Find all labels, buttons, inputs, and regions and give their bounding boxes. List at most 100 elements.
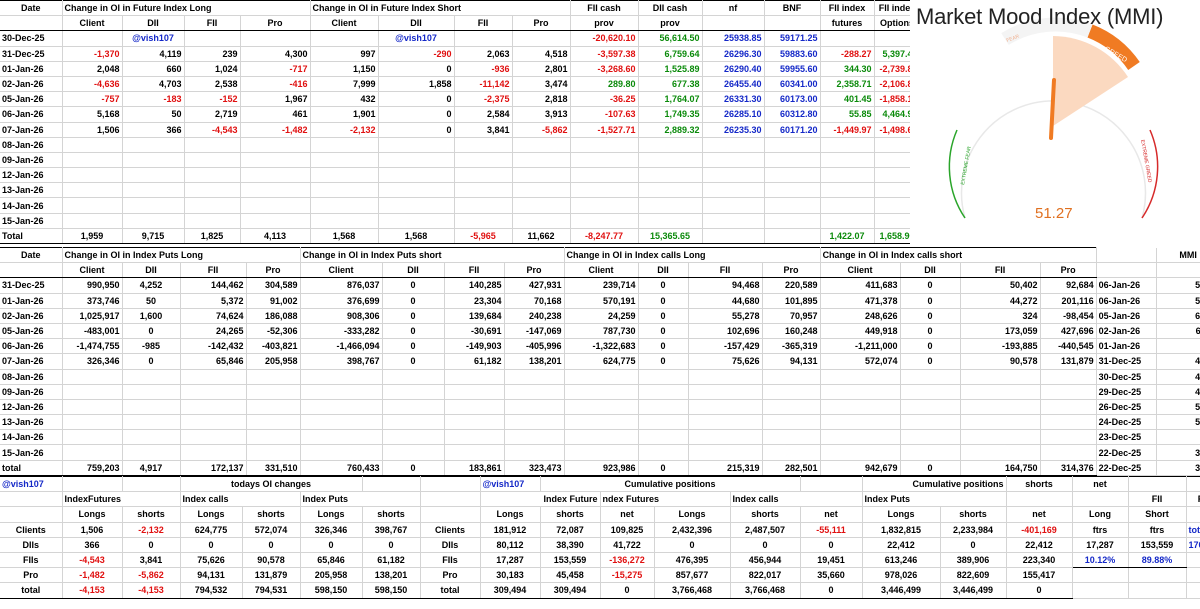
puts-long-header: Change in OI in Index Puts Long (61, 246, 301, 264)
value-cell (819, 444, 901, 461)
value-cell (240, 213, 311, 229)
value-cell (382, 384, 445, 400)
group-index-calls-2: Index calls (729, 491, 863, 508)
value-cell (764, 137, 821, 153)
row-label: DIIs (419, 537, 481, 553)
value-cell (180, 429, 247, 446)
value-cell: 309,494 (480, 582, 541, 599)
value-cell: 70,957 (762, 308, 821, 324)
value-cell: 17,287 (480, 552, 541, 569)
top-total-row: Total 1,959 9,715 1,825 4,113 1,568 1,568 -5,96… (0, 227, 921, 245)
value-cell: 366 (122, 122, 185, 138)
value-cell: 70,168 (504, 293, 565, 309)
mmi-title: Market Mood Index (MMI) (916, 4, 1164, 29)
future-long-header: Change in OI in Future Index Long (61, 0, 311, 17)
value-cell: 598,150 (362, 582, 421, 599)
value-cell: -288.27 (819, 46, 875, 62)
value-cell (638, 444, 689, 461)
value-cell (764, 182, 821, 199)
value-cell: 660 (122, 61, 185, 77)
top-row: 09-Jan-26 (0, 152, 921, 169)
value-cell: 0 (638, 323, 689, 340)
value-cell (569, 152, 639, 169)
total-label: Total (0, 227, 63, 245)
value-cell: 23,304 (444, 293, 505, 309)
extreme-greed-arc (1141, 129, 1159, 219)
value-cell: 92,684 (1040, 277, 1097, 294)
net-label: net (1072, 475, 1129, 493)
total-cell (701, 227, 765, 245)
value-cell: 822,017 (730, 567, 801, 584)
value-cell: -1,474,755 (61, 338, 123, 355)
total-cell: 1,422.07 (819, 227, 875, 245)
value-cell (378, 137, 455, 153)
value-cell: 398,767 (299, 353, 383, 370)
options-oi-table: Date Change in OI in Index Puts Long Cha… (0, 246, 1200, 476)
value-cell (122, 369, 181, 385)
value-cell (960, 384, 1041, 400)
value-cell (246, 384, 301, 400)
value-cell: 822,609 (940, 567, 1007, 584)
date-cell: 07-Jan-26 (0, 122, 63, 138)
value-cell (900, 429, 961, 446)
value-cell: 572,074 (242, 522, 301, 538)
value-cell: 55.85 (819, 106, 875, 123)
value-cell: -365,319 (762, 338, 821, 355)
value-cell: 80,112 (480, 537, 541, 553)
date-cell: 14-Jan-26 (0, 429, 63, 446)
cumulative-title: Cumulative positions (540, 475, 801, 493)
value-cell: -147,069 (504, 323, 565, 340)
value-cell: -4,543 (61, 552, 123, 569)
column-header: Pro (762, 262, 821, 279)
total-cell: 314,376 (1040, 459, 1097, 476)
value-cell: -107.63 (569, 106, 639, 123)
extreme-greed-label: EXTREME GREED (1139, 139, 1153, 183)
value-cell: 366 (61, 537, 123, 553)
date-cell: 02-Jan-26 (0, 76, 63, 93)
value-cell (900, 384, 961, 400)
mmi-value-cell: 38.71 (1156, 460, 1200, 476)
value-cell: 1,832,815 (861, 522, 941, 538)
row-label: DIIs (0, 537, 63, 553)
value-cell (900, 444, 961, 461)
date-cell: 09-Jan-26 (0, 152, 63, 169)
value-cell: 173,059 (960, 323, 1041, 340)
value-cell (180, 369, 247, 385)
value-cell (512, 213, 571, 229)
total-label: total (0, 459, 63, 476)
value-cell (454, 30, 513, 47)
value-cell: -440,545 (1040, 338, 1097, 355)
value-cell: 3,474 (512, 76, 571, 93)
value-cell (299, 429, 383, 446)
value-cell: 624,775 (179, 522, 243, 538)
value-cell: -20,620.10 (569, 30, 639, 47)
value-cell: 131,879 (1040, 353, 1097, 370)
mmi-date-cell: 01-Jan-26 (1095, 338, 1157, 355)
value-cell: 0 (1006, 582, 1073, 599)
value-cell: 91,002 (246, 293, 301, 309)
value-cell (299, 384, 383, 400)
sub-header: shorts (242, 506, 301, 523)
column-header: Pro (1040, 262, 1097, 279)
value-cell (382, 369, 445, 385)
value-cell: -1,211,000 (819, 338, 901, 355)
mmi-header: MMI (1156, 247, 1200, 264)
value-cell: 4,518 (512, 46, 571, 62)
value-cell: -1,482 (61, 567, 123, 584)
fii-total-value: 170,846 (1186, 537, 1200, 553)
value-cell (1040, 444, 1097, 461)
greed-band (1087, 24, 1140, 71)
value-cell: 50 (122, 106, 185, 123)
value-cell (61, 444, 123, 461)
value-cell: 7,999 (309, 76, 379, 93)
todays-oi-title: todays OI changes (180, 475, 363, 493)
value-cell: 0 (362, 537, 421, 553)
value-cell: 139,684 (444, 308, 505, 324)
value-cell: -52,306 (246, 323, 301, 340)
value-cell: 0 (122, 353, 181, 370)
value-cell: 50 (122, 293, 181, 309)
value-cell: 908,306 (299, 308, 383, 324)
value-cell (1040, 369, 1097, 385)
fear-label: FEAR (1006, 34, 1021, 44)
value-cell: 26455.40 (701, 76, 765, 93)
